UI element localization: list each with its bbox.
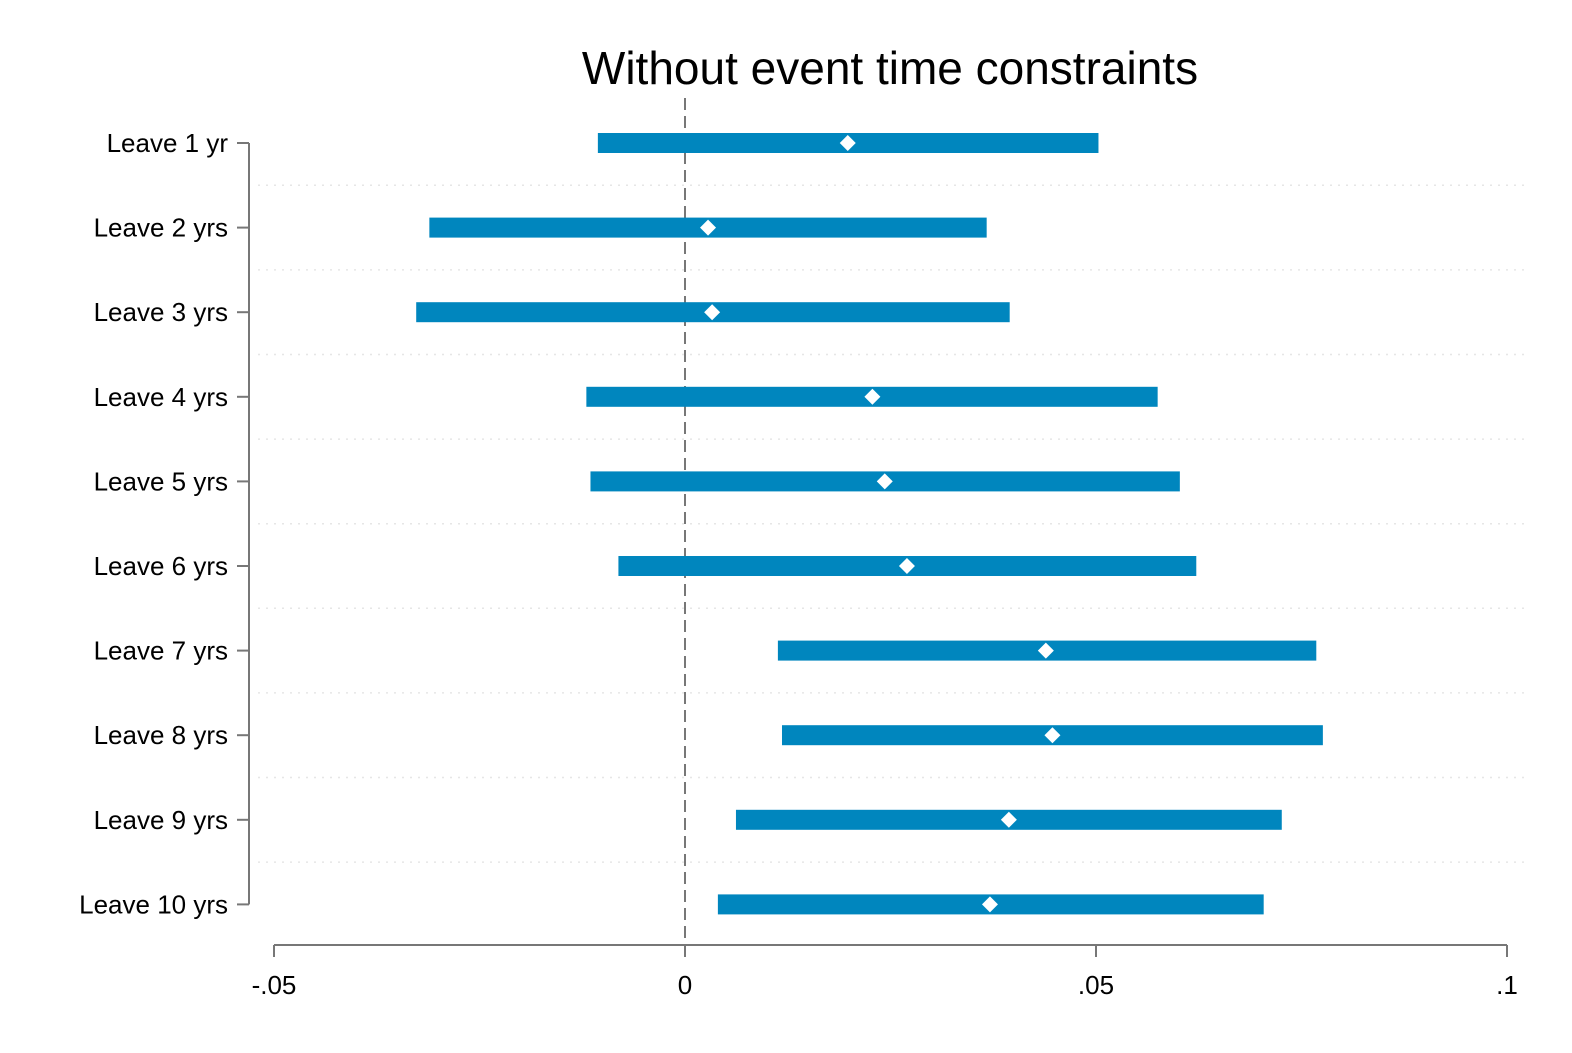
y-tick-label: Leave 2 yrs — [94, 213, 228, 243]
y-tick-label: Leave 3 yrs — [94, 297, 228, 327]
point-estimate-marker — [700, 219, 717, 236]
x-axis: -.05 0 .05 .1 — [252, 944, 1518, 1000]
x-tick-label: -.05 — [252, 970, 297, 1000]
grid-lines — [258, 184, 1525, 863]
x-tick-label: 0 — [678, 970, 692, 1000]
point-estimate-marker — [898, 558, 915, 574]
y-tick-label: Leave 8 yrs — [94, 720, 228, 750]
y-tick-label: Leave 1 yr — [107, 128, 229, 158]
y-tick-label: Leave 6 yrs — [94, 551, 228, 581]
point-estimate-marker — [864, 388, 881, 405]
y-tick-label: Leave 10 yrs — [79, 889, 228, 919]
point-estimate-marker — [1037, 642, 1054, 659]
point-estimates — [700, 135, 1061, 913]
point-estimate-marker — [876, 473, 893, 490]
chart-title: Without event time constraints — [582, 42, 1198, 94]
point-estimate-marker — [981, 896, 998, 913]
y-tick-label: Leave 9 yrs — [94, 805, 228, 835]
x-tick-label: .05 — [1078, 970, 1114, 1000]
x-tick-label: .1 — [1496, 970, 1518, 1000]
y-tick-label: Leave 7 yrs — [94, 636, 228, 666]
point-estimate-marker — [1044, 727, 1061, 744]
point-estimate-marker — [1000, 811, 1017, 828]
y-tick-label: Leave 4 yrs — [94, 382, 228, 412]
y-tick-label: Leave 5 yrs — [94, 466, 228, 496]
point-estimate-marker — [839, 135, 856, 151]
y-axis: Leave 1 yr Leave 2 yrs Leave 3 yrs Leave 4 … — [79, 128, 250, 919]
point-estimate-marker — [704, 304, 721, 321]
